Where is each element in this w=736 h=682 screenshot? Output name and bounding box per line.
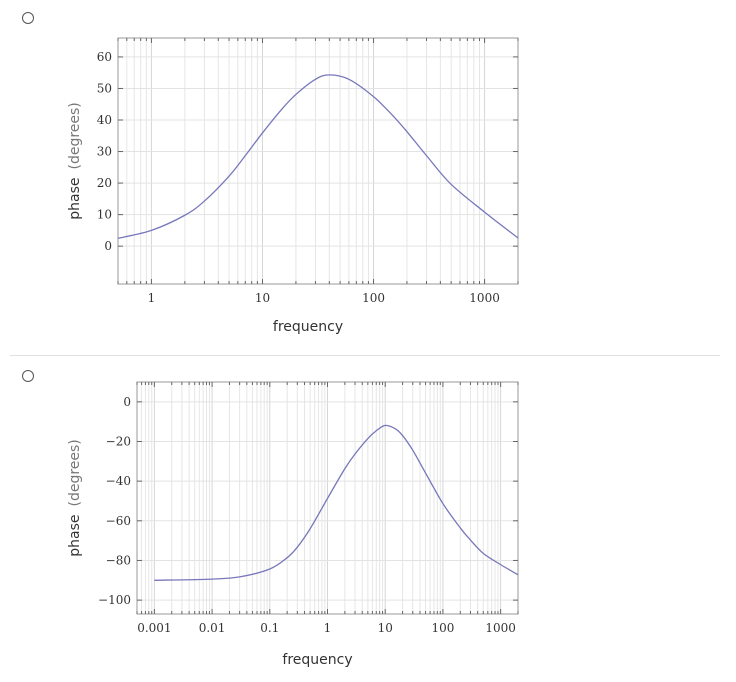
- y-axis-title: phase (degrees): [67, 439, 83, 557]
- y-tick-label: −100: [98, 593, 131, 607]
- y-tick-label: −20: [106, 434, 131, 448]
- y-axis-title-main: phase: [67, 178, 83, 220]
- option-radio-1[interactable]: [22, 12, 34, 24]
- x-tick-label: 10: [255, 291, 270, 305]
- x-tick-label: 10: [378, 621, 393, 635]
- plot-frame: [117, 37, 519, 285]
- y-axis-title-main: phase: [67, 515, 83, 557]
- x-tick-label: 0.1: [260, 621, 279, 635]
- x-tick-label: 1: [324, 621, 332, 635]
- y-tick-label: 50: [97, 81, 112, 95]
- x-tick-label: 1: [148, 291, 156, 305]
- phase-chart-option-1: 1 10 100 1000 0 10 20 30 40 50 60 frequency phase (de…: [67, 37, 519, 335]
- y-tick-label: 0: [104, 239, 112, 253]
- phase-chart-option-2: 0.001 0.01 0.1 1 10 100 1000 0 −20 −40 −60 −80 −100 f…: [67, 381, 519, 668]
- y-axis-title-unit: (degrees): [67, 439, 83, 506]
- x-axis-title: frequency: [282, 652, 352, 668]
- y-axis-title: phase (degrees): [67, 102, 83, 220]
- y-tick-label: 10: [97, 208, 112, 222]
- x-axis-title: frequency: [273, 319, 343, 335]
- y-tick-label: −80: [106, 553, 131, 567]
- x-tick-label: 0.01: [199, 621, 226, 635]
- phase-curve: [154, 424, 519, 581]
- option-divider: [10, 355, 720, 356]
- x-tick-label: 100: [362, 291, 385, 305]
- y-tick-label: 30: [97, 145, 112, 159]
- grid: [136, 382, 519, 614]
- y-tick-label: −60: [106, 514, 131, 528]
- x-tick-label: 0.001: [137, 621, 171, 635]
- grid: [117, 38, 519, 284]
- x-tick-label: 100: [431, 621, 454, 635]
- option-radio-2[interactable]: [22, 370, 34, 382]
- y-tick-label: −40: [106, 474, 131, 488]
- y-tick-label: 0: [123, 395, 131, 409]
- y-axis-title-unit: (degrees): [67, 102, 83, 169]
- x-tick-label: 1000: [469, 291, 500, 305]
- y-tick-label: 40: [97, 113, 112, 127]
- y-tick-label: 20: [97, 176, 112, 190]
- plot-area: [118, 38, 518, 284]
- y-tick-label: 60: [97, 50, 112, 64]
- x-tick-label: 1000: [485, 621, 516, 635]
- phase-curve: [117, 74, 519, 239]
